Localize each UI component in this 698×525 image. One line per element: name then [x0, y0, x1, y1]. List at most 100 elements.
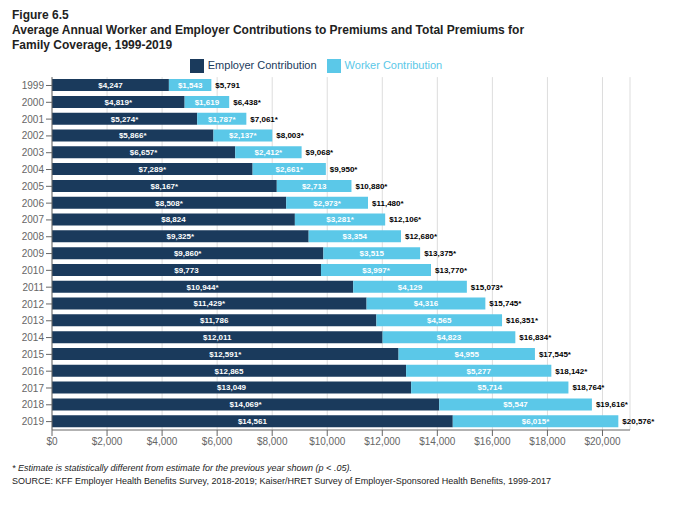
svg-text:$6,015*: $6,015* [522, 417, 550, 426]
svg-text:$13,049: $13,049 [217, 383, 246, 392]
svg-text:2016: 2016 [22, 366, 45, 377]
svg-text:$5,714: $5,714 [478, 383, 503, 392]
svg-text:2017: 2017 [22, 383, 45, 394]
svg-text:$4,316: $4,316 [414, 299, 439, 308]
svg-text:$1,543: $1,543 [178, 81, 203, 90]
svg-text:$16,351*: $16,351* [506, 316, 539, 325]
svg-text:$18,764*: $18,764* [572, 383, 605, 392]
svg-text:$4,000: $4,000 [147, 436, 178, 447]
svg-text:$4,247: $4,247 [98, 81, 123, 90]
svg-text:2008: 2008 [22, 231, 45, 242]
svg-text:$5,866*: $5,866* [119, 131, 147, 140]
svg-text:2006: 2006 [22, 198, 45, 209]
svg-text:$18,142*: $18,142* [555, 367, 588, 376]
svg-text:$10,944*: $10,944* [187, 283, 220, 292]
svg-text:$3,354: $3,354 [343, 232, 368, 241]
svg-text:2000: 2000 [22, 97, 45, 108]
html-text:Family Coverage, 1999-2019: Family Coverage, 1999-2019 [12, 38, 173, 52]
svg-text:$10,880*: $10,880* [355, 182, 388, 191]
svg-text:$12,000: $12,000 [364, 436, 401, 447]
svg-text:$18,000: $18,000 [529, 436, 566, 447]
svg-text:2003: 2003 [22, 147, 45, 158]
svg-text:$9,773: $9,773 [174, 266, 199, 275]
svg-text:$8,824: $8,824 [161, 215, 186, 224]
svg-text:$8,000: $8,000 [257, 436, 288, 447]
svg-text:$2,137*: $2,137* [229, 131, 257, 140]
svg-text:$9,068*: $9,068* [306, 148, 334, 157]
svg-text:2011: 2011 [22, 282, 44, 293]
svg-text:$4,129: $4,129 [398, 283, 423, 292]
html-text:Worker Contribution: Worker Contribution [344, 59, 443, 71]
svg-text:2004: 2004 [22, 164, 45, 175]
svg-text:2001: 2001 [22, 114, 45, 125]
svg-text:$16,000: $16,000 [474, 436, 511, 447]
svg-text:$16,834*: $16,834* [519, 333, 552, 342]
svg-text:2014: 2014 [22, 332, 45, 343]
svg-text:$13,770*: $13,770* [435, 266, 468, 275]
svg-text:$9,325*: $9,325* [167, 232, 195, 241]
svg-text:$1,619: $1,619 [195, 98, 220, 107]
svg-text:$7,289*: $7,289* [139, 165, 167, 174]
svg-text:$2,000: $2,000 [92, 436, 123, 447]
svg-text:$3,515: $3,515 [360, 249, 385, 258]
svg-text:$10,000: $10,000 [309, 436, 346, 447]
svg-text:$12,680*: $12,680* [405, 232, 438, 241]
svg-text:$5,277: $5,277 [466, 367, 491, 376]
svg-text:$14,069*: $14,069* [230, 400, 263, 409]
svg-text:2005: 2005 [22, 181, 45, 192]
svg-text:$7,061*: $7,061* [250, 115, 278, 124]
svg-text:2009: 2009 [22, 248, 45, 259]
svg-text:$19,616*: $19,616* [596, 400, 629, 409]
svg-text:$11,786: $11,786 [200, 316, 229, 325]
svg-text:$12,011: $12,011 [203, 333, 232, 342]
svg-text:2015: 2015 [22, 349, 45, 360]
svg-text:$2,412*: $2,412* [255, 148, 283, 157]
svg-text:$4,819*: $4,819* [105, 98, 133, 107]
svg-text:2002: 2002 [22, 130, 45, 141]
svg-text:$14,561: $14,561 [238, 417, 267, 426]
svg-text:$6,000: $6,000 [202, 436, 233, 447]
svg-text:$15,745*: $15,745* [489, 299, 522, 308]
svg-text:$9,950*: $9,950* [330, 165, 358, 174]
svg-text:$12,106*: $12,106* [389, 215, 422, 224]
svg-text:$13,375*: $13,375* [424, 249, 457, 258]
svg-text:$15,073*: $15,073* [471, 283, 504, 292]
svg-text:$2,661*: $2,661* [275, 165, 303, 174]
svg-text:1999: 1999 [22, 80, 45, 91]
html-text:Figure 6.5: Figure 6.5 [12, 8, 69, 22]
svg-text:$12,591*: $12,591* [209, 350, 242, 359]
svg-text:$0: $0 [46, 436, 58, 447]
svg-text:$8,003*: $8,003* [276, 131, 304, 140]
svg-text:$4,565: $4,565 [427, 316, 452, 325]
svg-text:2018: 2018 [22, 399, 45, 410]
svg-text:$8,167*: $8,167* [151, 182, 179, 191]
svg-text:$11,480*: $11,480* [372, 199, 404, 208]
svg-text:$17,545*: $17,545* [539, 350, 572, 359]
svg-text:$3,281*: $3,281* [326, 215, 354, 224]
svg-text:$5,791: $5,791 [215, 81, 240, 90]
svg-text:2010: 2010 [22, 265, 45, 276]
svg-text:$8,508*: $8,508* [155, 199, 183, 208]
svg-text:$2,973*: $2,973* [313, 199, 341, 208]
svg-text:$14,000: $14,000 [419, 436, 456, 447]
svg-text:$9,860*: $9,860* [174, 249, 202, 258]
svg-text:$4,955: $4,955 [455, 350, 480, 359]
svg-text:2007: 2007 [22, 214, 45, 225]
html-text:Employer Contribution: Employer Contribution [207, 59, 317, 71]
svg-text:$11,429*: $11,429* [193, 299, 225, 308]
svg-text:$6,438*: $6,438* [233, 98, 261, 107]
svg-text:2013: 2013 [22, 315, 45, 326]
svg-text:$20,000: $20,000 [584, 436, 621, 447]
html-text:Average Annual Worker and Empl: Average Annual Worker and Employer Contr… [12, 23, 525, 37]
svg-text:2019: 2019 [22, 416, 45, 427]
svg-text:$3,997*: $3,997* [362, 266, 390, 275]
svg-text:2012: 2012 [22, 299, 45, 310]
svg-text:$1,787*: $1,787* [208, 115, 236, 124]
svg-text:$5,547: $5,547 [503, 400, 528, 409]
svg-text:$20,576*: $20,576* [622, 417, 655, 426]
svg-text:$2,713: $2,713 [302, 182, 327, 191]
svg-text:$4,823: $4,823 [437, 333, 462, 342]
svg-text:$5,274*: $5,274* [111, 115, 139, 124]
svg-text:$6,657*: $6,657* [130, 148, 158, 157]
svg-text:$12,865: $12,865 [215, 367, 244, 376]
